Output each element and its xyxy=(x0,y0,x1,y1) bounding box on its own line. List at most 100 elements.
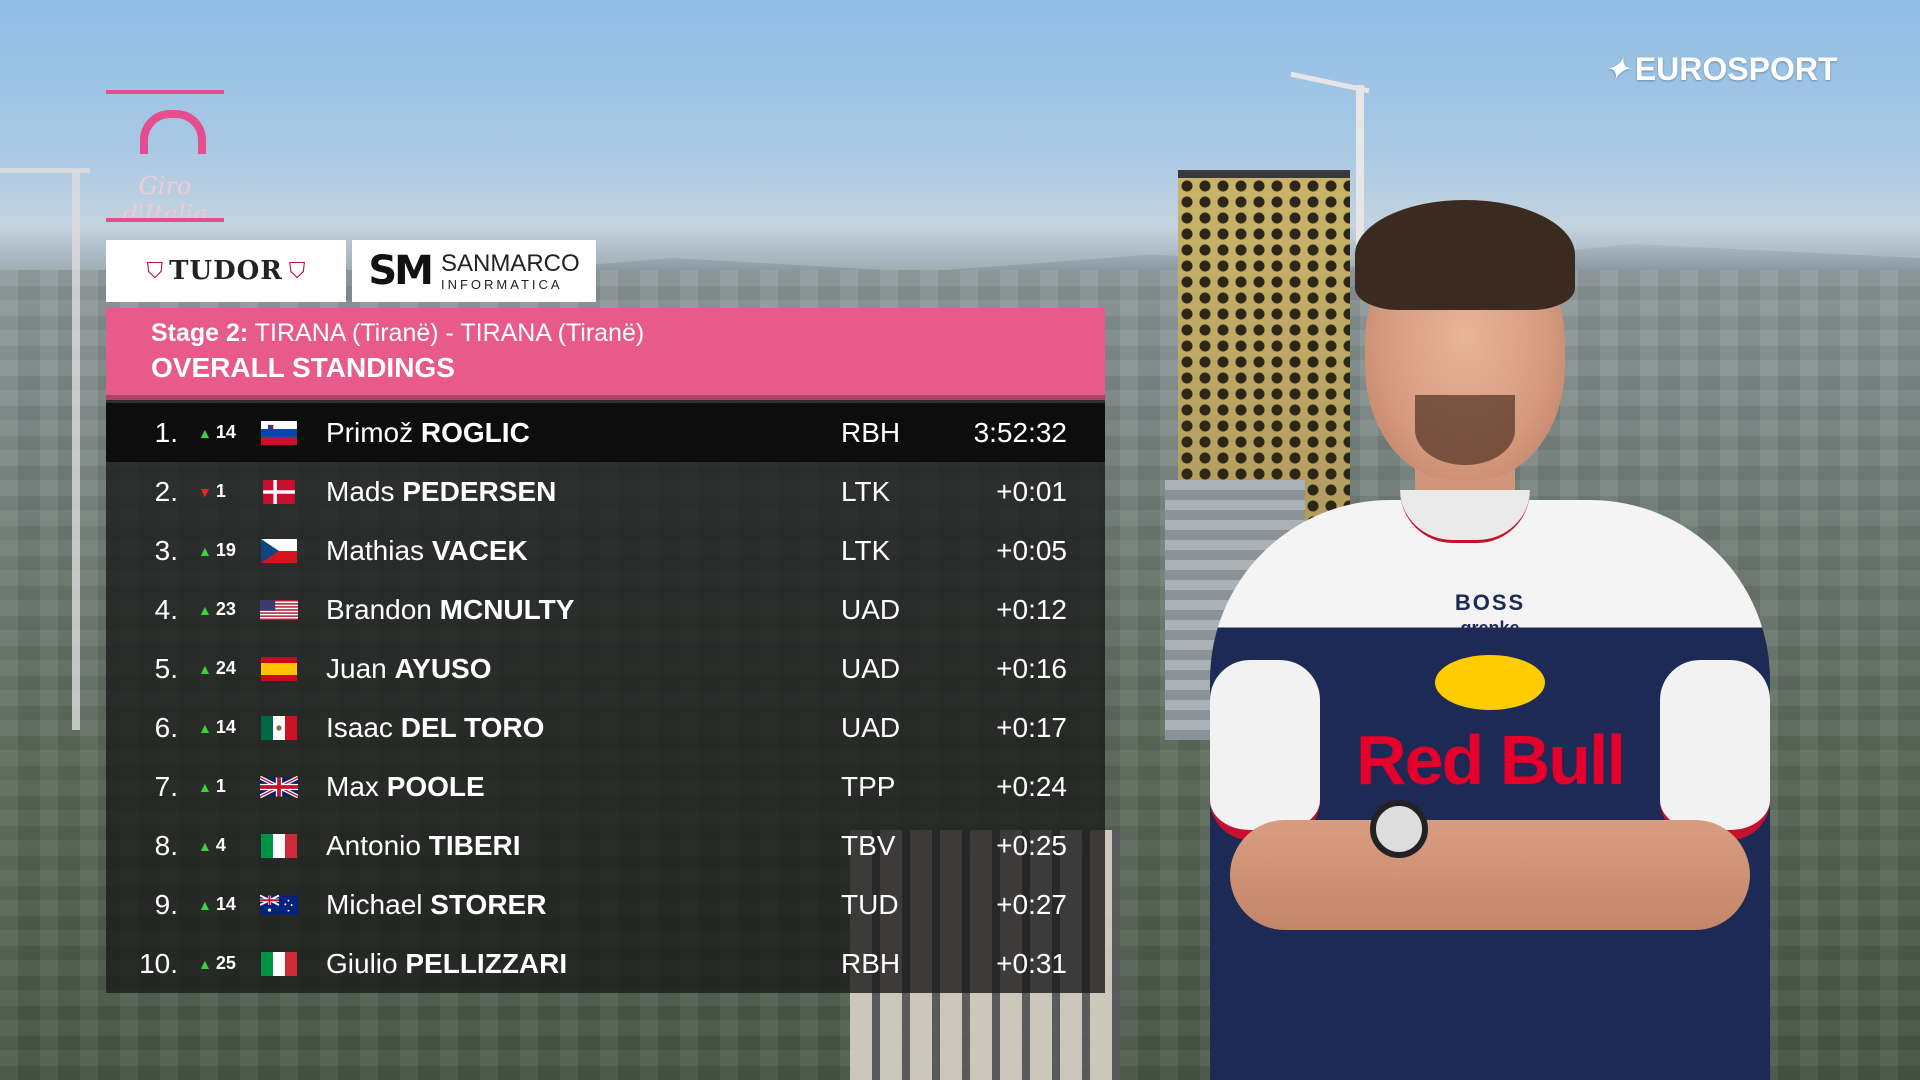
position-change-value: 1 xyxy=(215,481,226,501)
rider-name: Primož ROGLIC xyxy=(326,417,530,449)
position-change-value: 14 xyxy=(215,894,236,914)
rider-surname: MCNULTY xyxy=(439,593,575,625)
slovenia-flag-icon xyxy=(260,420,298,445)
standings-panel: Stage 2: TIRANA (Tiranë) - TIRANA (Tiran… xyxy=(106,308,1105,993)
position-change: ▼ 1 xyxy=(198,481,248,502)
rider-first-name: Max xyxy=(326,770,379,802)
standings-row: 6. ▲ 14 Isaac DEL TORO UAD +0:17 xyxy=(106,698,1105,757)
gap-time: +0:17 xyxy=(996,711,1067,743)
team-code: RBH xyxy=(841,416,901,448)
eurosport-spark-icon: ✦ xyxy=(1599,51,1640,87)
rank: 6. xyxy=(154,711,178,743)
position-change: ▲ 25 xyxy=(198,953,248,974)
jersey-sun-logo xyxy=(1435,655,1545,710)
position-change: ▲ 23 xyxy=(198,599,248,620)
gap-time: +0:01 xyxy=(996,475,1067,507)
team-code: UAD xyxy=(841,652,901,684)
arrow-up-icon: ▲ xyxy=(198,601,212,618)
arrow-up-icon: ▲ xyxy=(198,719,212,736)
position-change: ▲ 14 xyxy=(198,894,248,915)
rider-surname: PEDERSEN xyxy=(402,475,557,507)
team-code: LTK xyxy=(841,475,891,507)
giro-logo-text: Giro d'Italia xyxy=(122,172,208,228)
arrow-up-icon: ▲ xyxy=(198,955,212,972)
rider-beard xyxy=(1415,395,1515,465)
arrow-up-icon: ▲ xyxy=(198,660,212,677)
rider-first-name: Primož xyxy=(326,416,414,448)
gap-time: +0:24 xyxy=(996,770,1067,802)
rank: 10. xyxy=(139,947,178,979)
rank: 9. xyxy=(154,888,178,920)
position-change-value: 24 xyxy=(215,658,236,678)
italy-flag-icon xyxy=(260,833,298,858)
rider-surname: TIBERI xyxy=(428,829,521,861)
background-crane-left-arm xyxy=(0,168,90,173)
rider-name: Max POOLE xyxy=(326,771,485,803)
team-code: UAD xyxy=(841,711,901,743)
team-code: LTK xyxy=(841,534,891,566)
position-change-value: 14 xyxy=(215,422,236,442)
position-change-value: 25 xyxy=(215,953,236,973)
rider-surname: AYUSO xyxy=(394,652,492,684)
background-crane-right xyxy=(1356,85,1364,245)
tudor-sponsor: ⛉ TUDOR ⛉ xyxy=(106,240,346,302)
team-code: RBH xyxy=(841,947,901,979)
italy-flag-icon xyxy=(260,951,298,976)
rider-first-name: Isaac xyxy=(326,711,393,743)
sanmarco-name: SANMARCO xyxy=(440,249,580,277)
rider-first-name: Antonio xyxy=(326,829,421,861)
rider-surname: POOLE xyxy=(386,770,485,802)
australia-flag-icon xyxy=(260,893,298,917)
rider-first-name: Michael xyxy=(326,888,423,920)
team-code: TPP xyxy=(841,770,896,802)
position-change: ▲ 14 xyxy=(198,422,248,443)
gap-time: +0:12 xyxy=(996,593,1067,625)
mexico-flag-icon xyxy=(260,715,298,740)
rider-name: Giulio PELLIZZARI xyxy=(326,948,567,980)
gap-time: +0:05 xyxy=(996,534,1067,566)
rider-name: Antonio TIBERI xyxy=(326,830,521,862)
standings-row: 2. ▼ 1 Mads PEDERSEN LTK +0:01 xyxy=(106,462,1105,521)
standings-header: Stage 2: TIRANA (Tiranë) - TIRANA (Tiran… xyxy=(106,308,1105,400)
rider-first-name: Giulio xyxy=(326,947,398,979)
jersey-brand-grenke: grenke xyxy=(1460,618,1520,638)
czech-flag-icon xyxy=(260,538,298,563)
arrow-up-icon: ▲ xyxy=(198,896,212,913)
rider-hair xyxy=(1355,200,1575,310)
rider-first-name: Juan xyxy=(326,652,387,684)
team-code: UAD xyxy=(841,593,901,625)
rider-name: Juan AYUSO xyxy=(326,653,492,685)
stage-label: Stage 2: xyxy=(151,319,249,347)
rank: 7. xyxy=(154,770,178,802)
stage-route: TIRANA (Tiranë) - TIRANA (Tiranë) xyxy=(254,319,645,347)
eurosport-logo: ✦EUROSPORT xyxy=(1599,50,1837,88)
tudor-text: TUDOR xyxy=(169,256,283,286)
giro-logo-line-top xyxy=(106,90,224,94)
giro-swirl-icon xyxy=(140,110,206,154)
standings-row: 10. ▲ 25 Giulio PELLIZZARI RBH +0:31 xyxy=(106,934,1105,993)
position-change-value: 1 xyxy=(215,776,226,796)
sponsor-strip: ⛉ TUDOR ⛉ SM SANMARCO INFORMATICA xyxy=(106,240,596,302)
standings-rows: 1. ▲ 14 Primož ROGLIC RBH 3:52:32 2. ▼ 1 M… xyxy=(106,400,1105,993)
standings-row: 7. ▲ 1 Max POOLE TPP +0:24 xyxy=(106,757,1105,816)
rider-crossed-arms xyxy=(1230,820,1750,930)
rank: 8. xyxy=(154,829,178,861)
standings-row: 9. ▲ 14 Michael STORER TUD +0:27 xyxy=(106,875,1105,934)
rank: 1. xyxy=(154,416,178,448)
rider-watch xyxy=(1370,800,1428,858)
arrow-up-icon: ▲ xyxy=(198,424,212,441)
rider-name: Isaac DEL TORO xyxy=(326,712,544,744)
rider-first-name: Mathias xyxy=(326,534,425,566)
team-code: TBV xyxy=(841,829,896,861)
gap-time: +0:31 xyxy=(996,947,1067,979)
position-change: ▲ 1 xyxy=(198,776,248,797)
giro-logo: Giro d'Italia xyxy=(106,90,224,228)
giro-logo-line-bottom xyxy=(106,218,224,222)
rider-surname: VACEK xyxy=(431,534,528,566)
position-change-value: 23 xyxy=(215,599,236,619)
team-code: TUD xyxy=(841,888,899,920)
position-change: ▲ 24 xyxy=(198,658,248,679)
standings-row: 5. ▲ 24 Juan AYUSO UAD +0:16 xyxy=(106,639,1105,698)
sanmarco-sponsor: SM SANMARCO INFORMATICA xyxy=(352,240,596,302)
